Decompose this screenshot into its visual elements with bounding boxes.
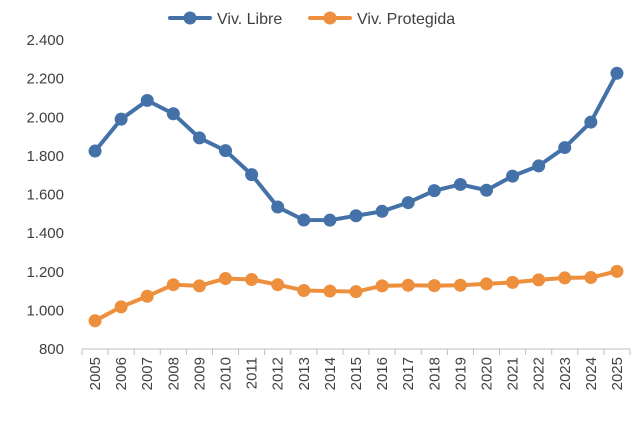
data-point xyxy=(297,213,311,227)
data-point xyxy=(88,314,102,328)
data-point xyxy=(219,144,233,158)
data-point xyxy=(427,184,441,198)
y-tick-label: 800 xyxy=(39,341,64,358)
x-axis: 2005 2006 2007 2008 2009 2010 2011 2012 2013 2014… xyxy=(81,348,631,390)
data-point xyxy=(271,200,285,214)
x-tick-label: 2012 xyxy=(270,357,287,390)
x-tick-label: 2014 xyxy=(322,357,339,390)
data-point xyxy=(479,277,493,291)
data-point xyxy=(349,285,363,299)
data-point xyxy=(610,66,624,80)
x-tick-label: 2011 xyxy=(244,357,261,389)
data-point xyxy=(219,272,233,286)
x-tick-label: 2006 xyxy=(113,357,130,390)
y-tick-label: 2.200 xyxy=(26,71,64,88)
data-point xyxy=(584,115,598,129)
data-point xyxy=(271,278,285,292)
x-tick-label: 2005 xyxy=(87,357,104,390)
data-point xyxy=(532,273,546,287)
y-tick-label: 1.800 xyxy=(26,148,64,165)
data-point xyxy=(192,279,206,293)
y-tick-label: 1.600 xyxy=(26,187,64,204)
data-point xyxy=(140,93,154,107)
data-point xyxy=(401,196,415,210)
series-0 xyxy=(88,66,624,227)
x-tick-label: 2008 xyxy=(165,357,182,390)
x-tick-label: 2024 xyxy=(583,357,600,390)
y-tick-label: 1.200 xyxy=(26,264,64,281)
data-point xyxy=(349,209,363,223)
x-tick-label: 2019 xyxy=(452,357,469,390)
x-tick-label: 2021 xyxy=(505,357,522,390)
data-point xyxy=(584,271,598,285)
x-tick-label: 2025 xyxy=(609,357,626,390)
data-point xyxy=(297,283,311,297)
data-point xyxy=(323,213,337,227)
data-point xyxy=(166,107,180,121)
data-point xyxy=(401,278,415,292)
data-point xyxy=(558,141,572,155)
y-tick-label: 2.400 xyxy=(26,32,64,49)
x-tick-label: 2013 xyxy=(296,357,313,390)
x-tick-label: 2015 xyxy=(348,357,365,390)
data-point xyxy=(114,112,128,126)
data-point xyxy=(558,271,572,285)
data-point xyxy=(610,264,624,278)
x-tick-label: 2018 xyxy=(426,357,443,390)
legend-item: Viv. Protegida xyxy=(308,11,455,28)
legend-label: Viv. Protegida xyxy=(357,11,455,28)
y-tick-label: 1.000 xyxy=(26,302,64,319)
data-point xyxy=(427,279,441,293)
legend-swatch-marker xyxy=(323,11,337,25)
legend: Viv. Libre Viv. Protegida xyxy=(168,11,455,28)
x-tick-label: 2020 xyxy=(478,357,495,390)
data-point xyxy=(245,168,259,182)
legend-label: Viv. Libre xyxy=(217,11,282,28)
data-point xyxy=(506,275,520,289)
data-point xyxy=(323,284,337,298)
series-1 xyxy=(88,264,624,328)
x-tick-label: 2009 xyxy=(191,357,208,390)
data-point xyxy=(506,169,520,183)
data-point xyxy=(192,131,206,145)
y-tick-label: 2.000 xyxy=(26,109,64,126)
x-tick-label: 2023 xyxy=(557,357,574,390)
series-line xyxy=(93,71,619,223)
legend-swatch-marker xyxy=(183,11,197,25)
legend-item: Viv. Libre xyxy=(168,11,282,28)
x-tick-label: 2017 xyxy=(400,357,417,390)
data-point xyxy=(114,300,128,314)
data-point xyxy=(453,177,467,191)
data-point xyxy=(532,159,546,173)
data-point xyxy=(453,278,467,292)
data-point xyxy=(479,183,493,197)
x-tick-label: 2010 xyxy=(218,357,235,390)
series-layer xyxy=(88,66,624,328)
data-point xyxy=(375,204,389,218)
data-point xyxy=(245,272,259,286)
data-point xyxy=(140,289,154,303)
y-tick-label: 1.400 xyxy=(26,225,64,242)
data-point xyxy=(375,279,389,293)
data-point xyxy=(88,144,102,158)
data-point xyxy=(166,278,180,292)
x-tick-label: 2007 xyxy=(139,357,156,390)
x-tick-label: 2016 xyxy=(374,357,391,390)
y-axis: 800 1.000 1.200 1.400 1.600 1.800 2.000 2.200 2.… xyxy=(26,32,64,358)
x-tick-label: 2022 xyxy=(531,357,548,390)
